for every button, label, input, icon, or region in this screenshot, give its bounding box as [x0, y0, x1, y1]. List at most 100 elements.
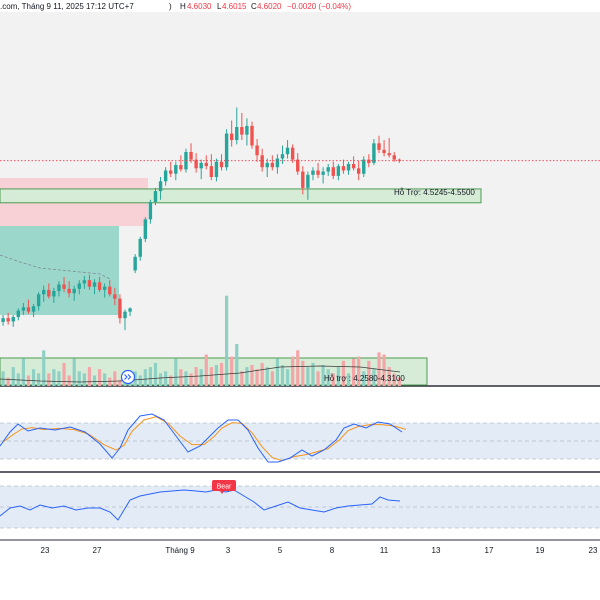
chart-title: .com, Tháng 9 11, 2025 17:12 UTC+7: [0, 2, 134, 11]
candle-body: [16, 310, 21, 318]
candle-body: [133, 256, 137, 271]
header-separator-paren: ): [169, 2, 172, 11]
candle-body: [57, 284, 61, 292]
replay-arrow-icon[interactable]: [120, 369, 136, 385]
candle-body: [163, 170, 168, 182]
rsi-line: [0, 489, 401, 521]
candle-body: [362, 159, 366, 174]
volume-layer: [1, 295, 401, 386]
candle-body: [52, 291, 56, 297]
candle-body: [285, 147, 290, 155]
candle-body: [250, 125, 254, 146]
volume-bar: [270, 371, 274, 386]
volume-bar: [214, 365, 219, 386]
volume-ma-line: [0, 365, 401, 383]
volume-bar: [209, 367, 213, 386]
candle-body: [108, 286, 112, 295]
volume-bar: [255, 369, 259, 386]
candle-body: [372, 143, 376, 163]
candle-body: [321, 171, 325, 175]
support-zone-upper-label: Hỗ Trợ: 4.5245-4.5500: [394, 188, 475, 197]
candle-body: [367, 159, 371, 163]
candle-body: [382, 149, 386, 154]
candle-body: [392, 155, 396, 160]
candle-body: [214, 161, 219, 177]
volume-bar: [331, 373, 335, 386]
volume-bar: [357, 356, 361, 386]
candle-body: [265, 162, 269, 168]
volume-bar: [184, 371, 188, 386]
candle-body: [31, 306, 36, 312]
volume-bar: [47, 373, 51, 386]
volume-bar: [199, 369, 203, 386]
zones-layer: [0, 178, 482, 386]
time-axis: 23 27 Tháng 9 3 5 8 11 13 17 19 23: [41, 546, 598, 555]
volume-bar: [280, 365, 285, 386]
volume-bar: [21, 358, 25, 386]
ohlc-high-label: H: [180, 2, 186, 11]
bear-signal-badge: Bear: [212, 480, 236, 494]
volume-bar: [148, 367, 152, 386]
candle-body: [118, 298, 122, 319]
volume-bar: [346, 373, 351, 386]
volume-bar: [367, 360, 371, 386]
candle-body: [235, 127, 239, 141]
volume-bar: [143, 369, 147, 386]
candle-body: [290, 147, 295, 160]
volume-bar: [174, 358, 178, 386]
candle-body: [199, 162, 203, 169]
candle-body: [1, 318, 5, 322]
volume-bar: [316, 371, 320, 386]
candle-body: [209, 166, 214, 177]
stoch-k-line: [0, 413, 403, 463]
candle-body: [189, 152, 193, 160]
volume-bar: [265, 367, 269, 386]
candle-body: [397, 159, 402, 161]
volume-bar: [67, 375, 71, 386]
volume-bar: [52, 369, 56, 386]
volume-bar: [92, 375, 97, 386]
candle-body: [21, 307, 26, 311]
candle-body: [260, 155, 264, 168]
volume-bar: [113, 371, 117, 386]
support-zone-lower: [0, 357, 428, 386]
candle-body: [296, 159, 300, 172]
candle-body: [280, 154, 285, 159]
candle-body: [255, 145, 259, 156]
candle-body: [36, 294, 41, 307]
candle-body: [387, 153, 391, 156]
candle-body: [138, 238, 142, 257]
ohlc-close-label: C: [251, 2, 257, 11]
volume-bar: [6, 377, 10, 386]
volume-bar: [352, 358, 356, 386]
volume-bar: [42, 350, 46, 386]
candle-body: [336, 166, 341, 176]
volume-bar: [311, 362, 315, 386]
candle-body: [229, 133, 234, 141]
candle-body: [194, 159, 198, 169]
ohlc-readout: H 4.6030 L 4.6015 C 4.6020 −0.0020 (−0.0…: [180, 2, 351, 11]
candle-body: [148, 201, 153, 220]
candle-body: [224, 133, 229, 168]
candle-body: [346, 163, 351, 171]
volume-bar: [301, 360, 305, 386]
volume-bar: [230, 356, 234, 386]
volume-bar: [31, 369, 36, 386]
volume-bar: [108, 377, 112, 386]
support-zone-upper: [0, 188, 482, 204]
ohlc-low-value: 4.6015: [222, 2, 247, 11]
volume-bar: [291, 356, 295, 386]
volume-bar: [225, 295, 229, 386]
volume-bar: [336, 367, 340, 386]
volume-bar: [164, 371, 168, 386]
volume-bar: [158, 373, 163, 386]
ohlc-low-label: L: [217, 2, 222, 11]
candle-body: [42, 289, 46, 295]
volume-bar: [77, 371, 81, 386]
candle-body: [158, 181, 163, 192]
time-axis-tick-label: 8: [330, 546, 335, 555]
candle-body: [245, 125, 249, 135]
candle-body: [6, 318, 10, 322]
volume-bar: [392, 373, 396, 386]
